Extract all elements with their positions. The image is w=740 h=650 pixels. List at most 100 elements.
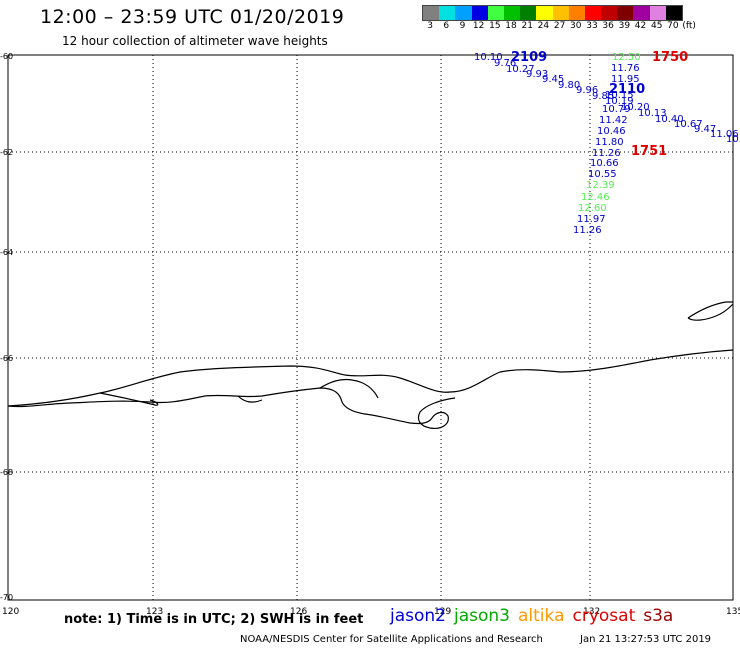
wave-value: 11.26 (592, 148, 621, 159)
colorbar-swatch (649, 6, 666, 20)
wave-value: 10.40 (655, 114, 684, 125)
colorbar-tick: 42 (634, 21, 647, 31)
colorbar-tick: 9 (459, 21, 466, 31)
wave-value: 9.47 (694, 124, 716, 135)
wave-value: 11.95 (611, 74, 640, 85)
colorbar-tick: 21 (521, 21, 533, 31)
lon-label: 135 (726, 607, 740, 617)
track-2110: 11.76 11.95 10.15 11.42 10.46 11.80 11.2… (573, 63, 645, 236)
colorbar-swatch (471, 6, 488, 20)
wave-value: 11.76 (611, 63, 640, 74)
satellite-legend: jason2 jason3 altika cryosat s3a (390, 606, 681, 626)
wave-value: 12.46 (581, 192, 610, 203)
legend-cryosat: cryosat (572, 606, 636, 626)
colorbar-swatch (584, 6, 602, 20)
colorbar-swatch (633, 6, 650, 20)
graticule (8, 55, 733, 600)
pass-time-2110: 2110 (609, 82, 645, 97)
wave-value: 9.80 (558, 80, 580, 91)
track-2109: 10.10 9.76 10.27 9.93 9.45 9.80 9.96 9.8… (474, 50, 740, 145)
footer-credit: NOAA/NESDIS Center for Satellite Applica… (240, 634, 543, 645)
colorbar-swatch (439, 6, 456, 20)
colorbar-tick: 18 (505, 21, 517, 31)
wave-value: 10.13 (638, 108, 667, 119)
wave-value: 12.60 (578, 203, 607, 214)
lat-label: -68 (0, 468, 13, 477)
colorbar-labels: 3 6 9 12 15 18 21 24 27 30 33 36 39 42 45 70 (ft) (422, 21, 697, 31)
map-title: 12:00 – 23:59 UTC 01/20/2019 (40, 6, 345, 28)
lat-label: -60 (0, 52, 13, 61)
lat-label: -70 (0, 593, 13, 602)
pass-time-1751: 1751 (631, 144, 667, 159)
wave-value: 10.27 (506, 64, 535, 75)
lon-label: 120 (2, 607, 19, 617)
colorbar-swatch (601, 6, 618, 20)
longitude-labels: 120 123 126 129 132 135 (2, 607, 740, 617)
colorbar-tick: 30 (570, 21, 582, 31)
wave-value: 11.97 (577, 214, 606, 225)
coastline (7, 301, 734, 429)
pass-time-1750: 1750 (652, 50, 688, 65)
colorbar-swatch (568, 6, 585, 20)
lon-label: 132 (583, 607, 600, 617)
note-text: note: 1) Time is in UTC; 2) SWH is in fe… (64, 612, 364, 627)
colorbar-tick: 6 (443, 21, 450, 31)
wave-value: 11.42 (599, 115, 628, 126)
colorbar-tick: 27 (553, 21, 566, 31)
wave-value: 10.79 (602, 104, 631, 115)
colorbar-tick: 12 (472, 21, 485, 31)
wave-value: 9.76 (494, 58, 516, 69)
wave-value: 11.80 (595, 137, 624, 148)
colorbar-swatch (487, 6, 504, 20)
lat-label: -62 (0, 148, 13, 157)
colorbar-swatch (423, 6, 440, 20)
wave-value: 10.46 (597, 126, 626, 137)
lat-label: -64 (0, 248, 13, 257)
colorbar-swatch (520, 6, 537, 20)
wave-value: 10.66 (590, 158, 619, 169)
legend-jason3: jason3 (454, 606, 510, 626)
wave-value: 11.06 (710, 129, 739, 140)
lon-label: 126 (290, 607, 307, 617)
colorbar-tick: 33 (586, 21, 598, 31)
wave-value: 10. (726, 134, 740, 145)
wave-value: 10.15 (605, 90, 634, 101)
lat-label: -66 (0, 354, 13, 363)
wave-value: 12.50 (612, 52, 641, 63)
colorbar-swatch (503, 6, 521, 20)
wave-value: 12.39 (586, 180, 615, 191)
wave-value: 9.85 (592, 91, 614, 102)
footer-date: Jan 21 13:27:53 UTC 2019 (580, 634, 712, 645)
colorbar-swatch (455, 6, 472, 20)
lon-label: 129 (434, 607, 451, 617)
legend-jason2: jason2 (390, 606, 446, 626)
wave-value: 9.93 (526, 69, 548, 80)
wave-value: 9.45 (542, 74, 564, 85)
colorbar-tick: 15 (489, 21, 501, 31)
legend-s3a: s3a (643, 606, 674, 626)
colorbar-tick: 36 (602, 21, 614, 31)
wave-value: 10.67 (674, 119, 703, 130)
wave-value: 10.20 (621, 102, 650, 113)
wave-value: 10.19 (605, 96, 634, 107)
pass-time-2109: 2109 (511, 50, 547, 65)
wave-value: 10.55 (588, 169, 617, 180)
track-cryosat: 1750 1751 (631, 50, 688, 159)
map-subtitle: 12 hour collection of altimeter wave hei… (62, 34, 328, 48)
colorbar-unit: (ft) (682, 21, 696, 31)
colorbar-tick: 3 (427, 21, 433, 31)
legend-altika: altika (518, 606, 565, 626)
colorbar-tick: 39 (618, 21, 631, 31)
track-altika: 12.50 12.39 12.46 12.60 (578, 52, 641, 214)
lon-label: 123 (146, 607, 163, 617)
wave-value: 11.26 (573, 225, 602, 236)
map-frame (7, 54, 734, 601)
colorbar-swatch (552, 6, 569, 20)
colorbar (422, 5, 683, 21)
colorbar-swatch (665, 6, 682, 20)
colorbar-swatch (617, 6, 634, 20)
colorbar-swatch (536, 6, 553, 20)
latitude-labels: -60 -62 -64 -66 -68 -70 (0, 52, 13, 602)
colorbar-tick: 24 (537, 21, 550, 31)
